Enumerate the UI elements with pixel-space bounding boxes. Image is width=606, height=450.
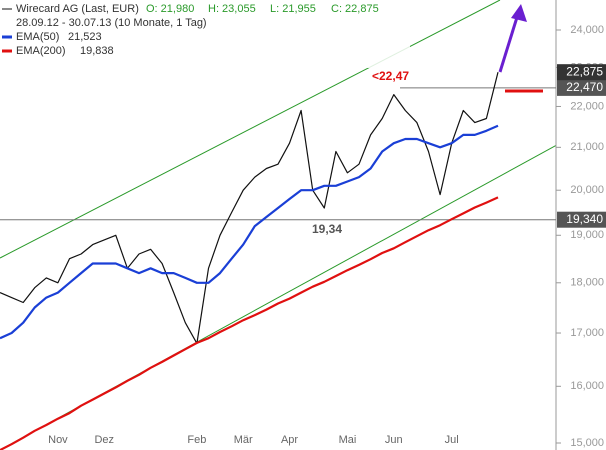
last-price-box [557,64,606,81]
level-box [557,79,606,96]
legend-value: 21,523 [68,31,102,43]
low: L: 21,955 [270,3,316,15]
y-tick-label: 24,000 [570,24,604,36]
x-tick-label: Mär [234,434,253,446]
legend-bg [0,0,410,68]
title: Wirecard AG (Last, EUR) [16,3,139,15]
legend-name: EMA(50) [16,31,59,43]
y-tick-label: 15,000 [570,437,604,449]
y-tick-label: 16,000 [570,380,604,392]
x-tick-label: Nov [48,434,68,446]
y-tick-label: 17,000 [570,327,604,339]
y-tick-label: 22,000 [570,100,604,112]
legend-value: 19,838 [80,45,114,57]
arrow-head [511,4,527,22]
x-tick-label: Dez [94,434,114,446]
y-tick-label: 21,000 [570,141,604,153]
channel-upper [0,0,501,259]
y-tick-label: 19,000 [570,229,604,241]
x-tick-label: Apr [281,434,298,446]
x-tick-label: Mai [339,434,357,446]
high: H: 23,055 [208,3,256,15]
last-price-label: 22,875 [566,64,603,78]
period: 28.09.12 - 30.07.13 (10 Monate, 1 Tag) [16,17,207,29]
level-label: 19,340 [566,212,603,226]
x-tick-label: Feb [187,434,206,446]
level-box [557,211,606,228]
level-annotation: 19,34 [312,222,342,236]
level-label: 22,470 [566,80,603,94]
legend: Wirecard AG (Last, EUR) O: 21,980 H: 23,… [0,0,410,68]
x-tick-label: Jul [445,434,459,446]
close: C: 22,875 [331,3,379,15]
open: O: 21,980 [146,3,194,15]
level-annotation: <22,47 [372,69,409,83]
series-line [0,124,499,340]
legend-name: EMA(200) [16,45,66,57]
x-tick-label: Jun [385,434,403,446]
y-tick-label: 18,000 [570,277,604,289]
y-tick-label: 20,000 [570,184,604,196]
series-line [0,196,499,450]
series-line [0,72,499,344]
arrow-shaft [498,13,520,73]
